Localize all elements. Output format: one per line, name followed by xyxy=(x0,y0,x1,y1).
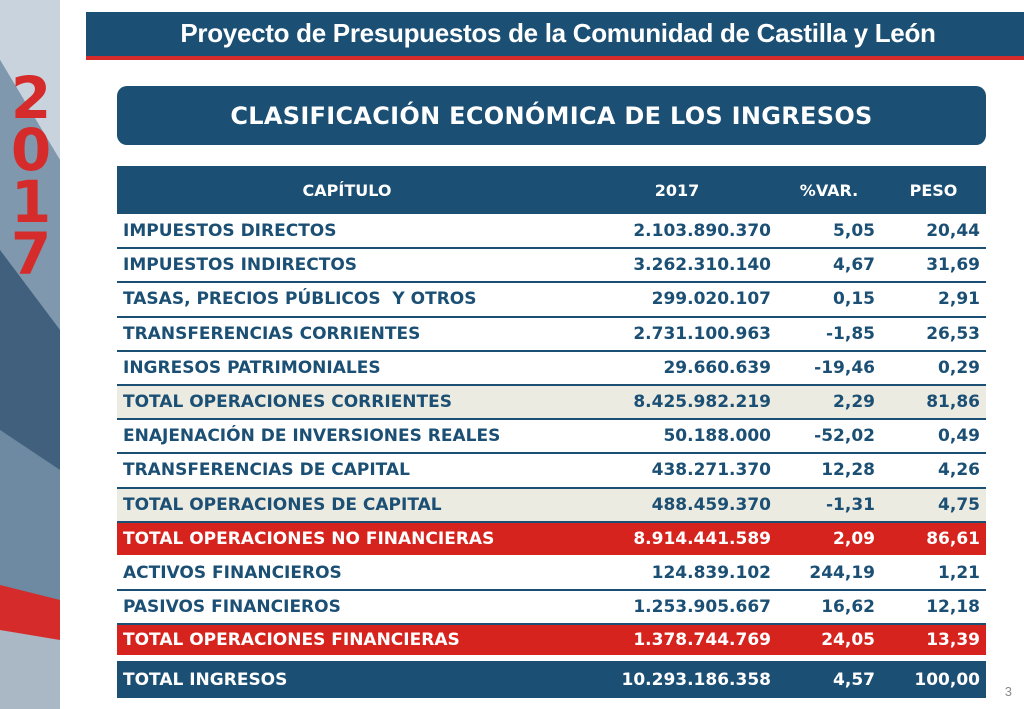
row-var: -19,46 xyxy=(777,350,881,386)
header-banner: Proyecto de Presupuestos de la Comunidad… xyxy=(86,12,1024,60)
row-var: 0,15 xyxy=(777,282,881,318)
table-row: TASAS, PRECIOS PÚBLICOS Y OTROS 299.020.… xyxy=(117,282,986,318)
row-capitulo: ENAJENACIÓN DE INVERSIONES REALES xyxy=(117,419,577,455)
row-var: 2,29 xyxy=(777,384,881,421)
highlight-row: TOTAL OPERACIONES FINANCIERAS 1.378.744.… xyxy=(117,624,986,660)
row-peso: 13,39 xyxy=(881,624,986,660)
row-capitulo: INGRESOS PATRIMONIALES xyxy=(117,350,577,386)
row-value: 438.271.370 xyxy=(577,453,777,489)
page-number: 3 xyxy=(1004,684,1012,699)
table-header-row: CAPÍTULO 2017 %VAR. PESO xyxy=(117,166,986,214)
year-digit: 7 xyxy=(10,220,52,288)
row-capitulo: ACTIVOS FINANCIEROS xyxy=(117,555,577,592)
row-peso: 31,69 xyxy=(881,248,986,284)
row-capitulo: TOTAL INGRESOS xyxy=(117,655,577,699)
row-peso: 4,26 xyxy=(881,453,986,489)
row-var: -1,31 xyxy=(777,487,881,523)
row-peso: 12,18 xyxy=(881,590,986,626)
row-peso: 20,44 xyxy=(881,214,986,250)
row-peso: 86,61 xyxy=(881,521,986,557)
row-var: 12,28 xyxy=(777,453,881,489)
subtotal-row: TOTAL OPERACIONES CORRIENTES 8.425.982.2… xyxy=(117,384,986,421)
row-var: -52,02 xyxy=(777,419,881,455)
column-header-2017: 2017 xyxy=(577,166,777,214)
row-peso: 0,49 xyxy=(881,419,986,455)
column-header-peso: PESO xyxy=(881,166,986,214)
row-capitulo: TASAS, PRECIOS PÚBLICOS Y OTROS xyxy=(117,282,577,318)
table-row: TRANSFERENCIAS CORRIENTES 2.731.100.963 … xyxy=(117,316,986,352)
income-table: CAPÍTULO 2017 %VAR. PESO IMPUESTOS DIREC… xyxy=(117,166,986,699)
row-var: 4,57 xyxy=(777,655,881,699)
column-header-capitulo: CAPÍTULO xyxy=(117,166,577,214)
row-value: 124.839.102 xyxy=(577,555,777,592)
row-value: 8.425.982.219 xyxy=(577,384,777,421)
row-var: 16,62 xyxy=(777,590,881,626)
table-row: IMPUESTOS DIRECTOS 2.103.890.370 5,05 20… xyxy=(117,214,986,250)
row-peso: 2,91 xyxy=(881,282,986,318)
column-header-var: %VAR. xyxy=(777,166,881,214)
row-capitulo: TRANSFERENCIAS CORRIENTES xyxy=(117,316,577,352)
row-capitulo: TOTAL OPERACIONES CORRIENTES xyxy=(117,384,577,421)
row-value: 3.262.310.140 xyxy=(577,248,777,284)
subtotal-row: TOTAL OPERACIONES DE CAPITAL 488.459.370… xyxy=(117,487,986,523)
header-title: Proyecto de Presupuestos de la Comunidad… xyxy=(180,18,936,48)
row-value: 29.660.639 xyxy=(577,350,777,386)
row-capitulo: TOTAL OPERACIONES DE CAPITAL xyxy=(117,487,577,523)
grand-total-row: TOTAL INGRESOS 10.293.186.358 4,57 100,0… xyxy=(117,655,986,699)
highlight-row: TOTAL OPERACIONES NO FINANCIERAS 8.914.4… xyxy=(117,521,986,557)
row-capitulo: TOTAL OPERACIONES FINANCIERAS xyxy=(117,624,577,660)
row-value: 488.459.370 xyxy=(577,487,777,523)
row-value: 299.020.107 xyxy=(577,282,777,318)
side-decoration-shapes xyxy=(0,0,60,709)
row-var: -1,85 xyxy=(777,316,881,352)
row-var: 2,09 xyxy=(777,521,881,557)
row-peso: 1,21 xyxy=(881,555,986,592)
year-digit: 2 xyxy=(10,64,52,132)
table-row: IMPUESTOS INDIRECTOS 3.262.310.140 4,67 … xyxy=(117,248,986,284)
row-value: 1.253.905.667 xyxy=(577,590,777,626)
row-value: 2.731.100.963 xyxy=(577,316,777,352)
side-decoration: 2 0 1 7 xyxy=(0,0,60,709)
row-value: 10.293.186.358 xyxy=(577,655,777,699)
row-var: 4,67 xyxy=(777,248,881,284)
row-capitulo: TRANSFERENCIAS DE CAPITAL xyxy=(117,453,577,489)
row-value: 1.378.744.769 xyxy=(577,624,777,660)
table-row: INGRESOS PATRIMONIALES 29.660.639 -19,46… xyxy=(117,350,986,386)
section-title: CLASIFICACIÓN ECONÓMICA DE LOS INGRESOS xyxy=(117,86,986,145)
row-value: 2.103.890.370 xyxy=(577,214,777,250)
row-var: 244,19 xyxy=(777,555,881,592)
row-capitulo: IMPUESTOS INDIRECTOS xyxy=(117,248,577,284)
table-row: TRANSFERENCIAS DE CAPITAL 438.271.370 12… xyxy=(117,453,986,489)
row-peso: 4,75 xyxy=(881,487,986,523)
row-peso: 26,53 xyxy=(881,316,986,352)
row-peso: 100,00 xyxy=(881,655,986,699)
table-row: ENAJENACIÓN DE INVERSIONES REALES 50.188… xyxy=(117,419,986,455)
table-row: ACTIVOS FINANCIEROS 124.839.102 244,19 1… xyxy=(117,555,986,592)
row-peso: 81,86 xyxy=(881,384,986,421)
year-digit: 1 xyxy=(10,168,52,236)
row-peso: 0,29 xyxy=(881,350,986,386)
side-year: 2 0 1 7 xyxy=(6,64,56,288)
row-var: 24,05 xyxy=(777,624,881,660)
year-digit: 0 xyxy=(10,116,52,184)
row-capitulo: TOTAL OPERACIONES NO FINANCIERAS xyxy=(117,521,577,557)
row-var: 5,05 xyxy=(777,214,881,250)
row-value: 8.914.441.589 xyxy=(577,521,777,557)
row-capitulo: PASIVOS FINANCIEROS xyxy=(117,590,577,626)
row-capitulo: IMPUESTOS DIRECTOS xyxy=(117,214,577,250)
row-value: 50.188.000 xyxy=(577,419,777,455)
table-row: PASIVOS FINANCIEROS 1.253.905.667 16,62 … xyxy=(117,590,986,626)
